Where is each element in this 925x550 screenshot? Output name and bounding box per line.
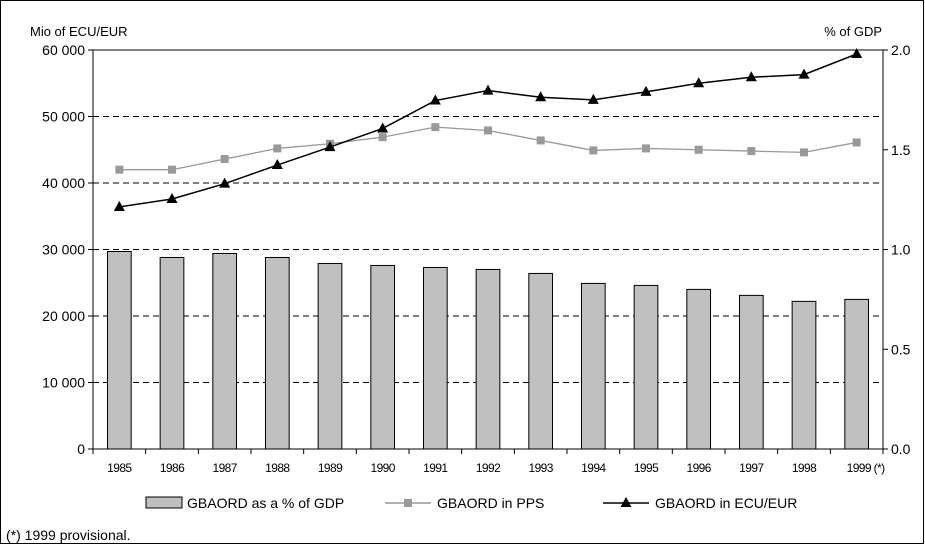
point-ecu-eur [745,71,757,82]
bar-gdp-share [738,294,764,450]
x-axis-tick-label: 1992 [476,461,501,475]
right-axis-tick-label: 2.0 [891,42,911,58]
point-pps [747,147,756,156]
bar-gdp-share [159,256,185,450]
bar-gdp-share [317,262,343,450]
left-axis-tick-label: 20 000 [42,308,85,324]
bar-gdp-share [422,266,448,450]
right-axis-tick-label: 0.5 [891,341,911,357]
x-axis-tick-label: 1994 [581,461,606,475]
point-pps [536,136,545,145]
point-ecu-eur [587,93,599,104]
bar-gdp-share [580,282,606,450]
left-axis-tick-label: 40 000 [42,175,85,191]
point-pps [852,138,861,147]
point-pps [115,165,124,174]
point-pps [378,133,387,142]
line-series-layer [113,47,863,211]
left-axis-tick-label: 10 000 [42,375,85,391]
right-axis-title: % of GDP [824,24,882,39]
point-ecu-eur [535,91,547,102]
right-axis-tick-label: 1.5 [891,142,911,158]
point-pps [800,148,808,157]
bar-gdp-share [686,288,712,450]
left-axis-title: Mio of ECU/EUR [30,24,128,39]
point-ecu-eur [113,200,125,211]
point-pps [589,146,598,155]
left-axis-tick-label: 50 000 [42,109,85,125]
point-ecu-eur [482,84,494,95]
bar-gdp-share [106,250,132,450]
bar-gdp-share [370,264,396,450]
point-ecu-eur [219,177,231,188]
bar-gdp-share [212,252,238,450]
point-ecu-eur [324,141,336,152]
legend-label: GBAORD in ECU/EUR [655,495,797,511]
point-ecu-eur [166,192,178,203]
x-axis-tick-label: 1986 [160,461,185,475]
point-ecu-eur [693,77,705,88]
x-axis-tick-label: 1996 [687,461,712,475]
left-axis-tick-label: 30 000 [42,242,85,258]
x-axis-tick-label: 1998 [792,461,817,475]
point-pps [273,144,282,153]
x-axis-tick-label: 1999 (*) [847,461,885,475]
legend: GBAORD as a % of GDP GBAORD in PPS GBAORD … [145,495,797,511]
bar-series-layer [106,250,870,450]
point-pps [220,155,229,164]
legend-marker-square [404,499,412,507]
bar-gdp-share [264,256,290,450]
bar-gdp-share [791,300,817,450]
x-axis-tick-label: 1987 [213,461,238,475]
bar-gdp-share [633,284,659,450]
right-axis-tick-label: 1.0 [891,242,911,258]
legend-label: GBAORD in PPS [437,495,544,511]
point-pps [168,165,176,174]
x-axis-tick-label: 1997 [739,461,764,475]
right-axis-tick-label: 0.0 [891,441,911,457]
point-ecu-eur [429,94,441,105]
left-axis-tick-label: 60 000 [42,42,85,58]
x-axis-tick-label: 1991 [423,461,448,475]
point-ecu-eur [798,68,810,79]
point-pps [694,145,703,154]
axis-layer: 0 10 000 20 000 30 000 40 000 50 000 60 000 0.0… [42,42,911,475]
legend-label: GBAORD as a % of GDP [187,495,344,511]
point-pps [484,126,492,135]
x-axis-tick-label: 1995 [634,461,659,475]
point-pps [642,144,650,153]
footnote: (*) 1999 provisional. [6,527,131,543]
x-axis-tick-label: 1993 [529,461,554,475]
x-axis-tick-label: 1988 [265,461,290,475]
legend-swatch-bar [145,496,183,509]
left-axis-tick-label: 0 [77,441,85,457]
bar-gdp-share [475,268,501,450]
bar-gdp-share [844,298,870,450]
bar-gdp-share [528,272,554,450]
point-ecu-eur [640,85,652,96]
x-axis-tick-label: 1989 [318,461,343,475]
x-axis-tick-label: 1985 [107,461,132,475]
legend-marker-triangle [620,497,632,507]
point-pps [431,123,440,132]
point-ecu-eur [271,159,283,170]
x-axis-tick-label: 1990 [371,461,396,475]
point-ecu-eur [377,122,389,133]
point-ecu-eur [851,47,863,58]
